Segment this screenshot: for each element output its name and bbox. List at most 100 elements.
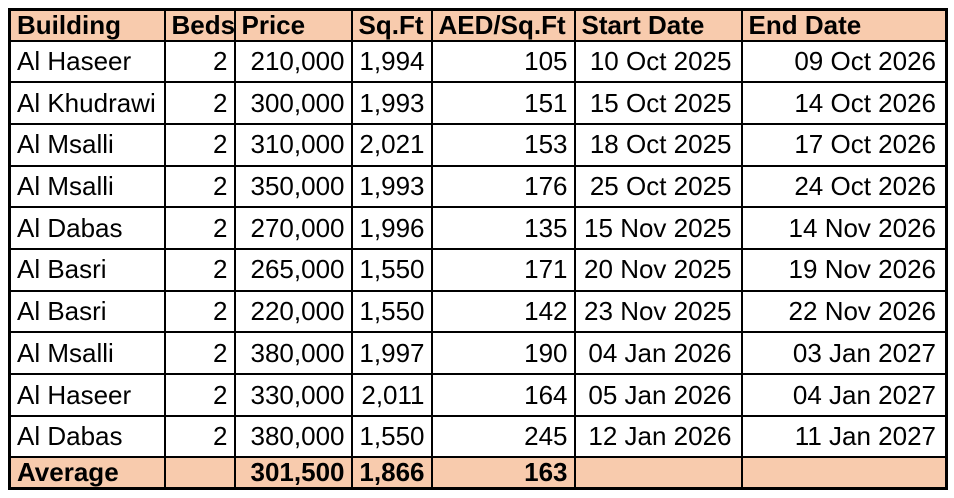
cell-building[interactable]: Al Msalli (8, 122, 166, 167)
header-aed-per-sqft[interactable]: AED/Sq.Ft (430, 8, 576, 42)
cell-price[interactable]: 300,000 (233, 81, 353, 125)
cell-sqft[interactable]: 1,550 (350, 247, 433, 292)
cell-start-date[interactable]: 18 Oct 2025 (573, 122, 743, 167)
header-building[interactable]: Building (8, 8, 166, 42)
header-sqft[interactable]: Sq.Ft (350, 8, 433, 42)
cell-sqft[interactable]: 1,994 (350, 39, 433, 84)
cell-building[interactable]: Al Haseer (8, 372, 166, 417)
cell-sqft[interactable]: 2,021 (350, 122, 433, 167)
cell-sqft[interactable]: 1,993 (350, 81, 433, 125)
table-body: Al Haseer 2 210,000 1,994 105 10 Oct 2025 09 O… (8, 39, 948, 459)
cell-price[interactable]: 210,000 (233, 39, 353, 84)
average-beds[interactable] (163, 456, 236, 490)
cell-beds[interactable]: 2 (163, 81, 236, 125)
cell-aed-per-sqft[interactable]: 164 (430, 372, 576, 417)
cell-aed-per-sqft[interactable]: 153 (430, 122, 576, 167)
header-start-date[interactable]: Start Date (573, 8, 743, 42)
cell-beds[interactable]: 2 (163, 372, 236, 417)
cell-building[interactable]: Al Basri (8, 289, 166, 334)
cell-building[interactable]: Al Dabas (8, 206, 166, 250)
cell-end-date[interactable]: 14 Oct 2026 (740, 81, 948, 125)
cell-building[interactable]: Al Basri (8, 247, 166, 292)
cell-beds[interactable]: 2 (163, 414, 236, 459)
average-start-date[interactable] (573, 456, 743, 490)
average-aed-per-sqft[interactable]: 163 (430, 456, 576, 490)
cell-price[interactable]: 310,000 (233, 122, 353, 167)
cell-start-date[interactable]: 15 Oct 2025 (573, 81, 743, 125)
table-row: Al Basri 2 220,000 1,550 142 23 Nov 2025 22 No… (8, 289, 948, 334)
cell-end-date[interactable]: 19 Nov 2026 (740, 247, 948, 292)
cell-beds[interactable]: 2 (163, 39, 236, 84)
cell-end-date[interactable]: 04 Jan 2027 (740, 372, 948, 417)
cell-sqft[interactable]: 1,550 (350, 414, 433, 459)
cell-end-date[interactable]: 22 Nov 2026 (740, 289, 948, 334)
cell-beds[interactable]: 2 (163, 289, 236, 334)
average-row: Average 301,500 1,866 163 (8, 456, 948, 490)
table-row: Al Msalli 2 380,000 1,997 190 04 Jan 2026 03 J… (8, 331, 948, 375)
cell-sqft[interactable]: 1,550 (350, 289, 433, 334)
cell-price[interactable]: 380,000 (233, 331, 353, 375)
table-row: Al Haseer 2 210,000 1,994 105 10 Oct 2025 09 O… (8, 39, 948, 84)
cell-building[interactable]: Al Msalli (8, 331, 166, 375)
cell-end-date[interactable]: 17 Oct 2026 (740, 122, 948, 167)
cell-aed-per-sqft[interactable]: 105 (430, 39, 576, 84)
cell-end-date[interactable]: 11 Jan 2027 (740, 414, 948, 459)
table-footer: Average 301,500 1,866 163 (8, 456, 948, 490)
cell-start-date[interactable]: 10 Oct 2025 (573, 39, 743, 84)
average-label[interactable]: Average (8, 456, 166, 490)
cell-price[interactable]: 330,000 (233, 372, 353, 417)
cell-aed-per-sqft[interactable]: 245 (430, 414, 576, 459)
cell-end-date[interactable]: 24 Oct 2026 (740, 164, 948, 209)
cell-price[interactable]: 220,000 (233, 289, 353, 334)
cell-end-date[interactable]: 09 Oct 2026 (740, 39, 948, 84)
cell-end-date[interactable]: 14 Nov 2026 (740, 206, 948, 250)
table-row: Al Haseer 2 330,000 2,011 164 05 Jan 2026 04 J… (8, 372, 948, 417)
header-row: Building Beds Price Sq.Ft AED/Sq.Ft Start Dat… (8, 8, 948, 42)
table-row: Al Msalli 2 350,000 1,993 176 25 Oct 2025 24 O… (8, 164, 948, 209)
cell-aed-per-sqft[interactable]: 151 (430, 81, 576, 125)
cell-building[interactable]: Al Haseer (8, 39, 166, 84)
header-price[interactable]: Price (233, 8, 353, 42)
table-row: Al Msalli 2 310,000 2,021 153 18 Oct 2025 17 O… (8, 122, 948, 167)
cell-start-date[interactable]: 05 Jan 2026 (573, 372, 743, 417)
cell-sqft[interactable]: 1,996 (350, 206, 433, 250)
cell-start-date[interactable]: 23 Nov 2025 (573, 289, 743, 334)
cell-aed-per-sqft[interactable]: 176 (430, 164, 576, 209)
header-end-date[interactable]: End Date (740, 8, 948, 42)
cell-price[interactable]: 270,000 (233, 206, 353, 250)
header-beds[interactable]: Beds (163, 8, 236, 42)
cell-sqft[interactable]: 1,993 (350, 164, 433, 209)
cell-price[interactable]: 380,000 (233, 414, 353, 459)
cell-aed-per-sqft[interactable]: 190 (430, 331, 576, 375)
table-row: Al Dabas 2 380,000 1,550 245 12 Jan 2026 11 Ja… (8, 414, 948, 459)
cell-beds[interactable]: 2 (163, 206, 236, 250)
average-end-date[interactable] (740, 456, 948, 490)
average-price[interactable]: 301,500 (233, 456, 353, 490)
average-sqft[interactable]: 1,866 (350, 456, 433, 490)
table-row: Al Khudrawi 2 300,000 1,993 151 15 Oct 2025 14… (8, 81, 948, 125)
cell-start-date[interactable]: 15 Nov 2025 (573, 206, 743, 250)
cell-aed-per-sqft[interactable]: 171 (430, 247, 576, 292)
cell-sqft[interactable]: 2,011 (350, 372, 433, 417)
cell-price[interactable]: 265,000 (233, 247, 353, 292)
cell-start-date[interactable]: 20 Nov 2025 (573, 247, 743, 292)
cell-building[interactable]: Al Khudrawi (8, 81, 166, 125)
cell-beds[interactable]: 2 (163, 247, 236, 292)
table-header: Building Beds Price Sq.Ft AED/Sq.Ft Start Dat… (8, 8, 948, 42)
cell-aed-per-sqft[interactable]: 142 (430, 289, 576, 334)
cell-start-date[interactable]: 04 Jan 2026 (573, 331, 743, 375)
cell-start-date[interactable]: 25 Oct 2025 (573, 164, 743, 209)
cell-price[interactable]: 350,000 (233, 164, 353, 209)
cell-sqft[interactable]: 1,997 (350, 331, 433, 375)
cell-beds[interactable]: 2 (163, 164, 236, 209)
cell-end-date[interactable]: 03 Jan 2027 (740, 331, 948, 375)
cell-building[interactable]: Al Dabas (8, 414, 166, 459)
table-row: Al Dabas 2 270,000 1,996 135 15 Nov 2025 14 No… (8, 206, 948, 250)
cell-start-date[interactable]: 12 Jan 2026 (573, 414, 743, 459)
table-row: Al Basri 2 265,000 1,550 171 20 Nov 2025 19 No… (8, 247, 948, 292)
cell-beds[interactable]: 2 (163, 122, 236, 167)
cell-aed-per-sqft[interactable]: 135 (430, 206, 576, 250)
cell-building[interactable]: Al Msalli (8, 164, 166, 209)
cell-beds[interactable]: 2 (163, 331, 236, 375)
